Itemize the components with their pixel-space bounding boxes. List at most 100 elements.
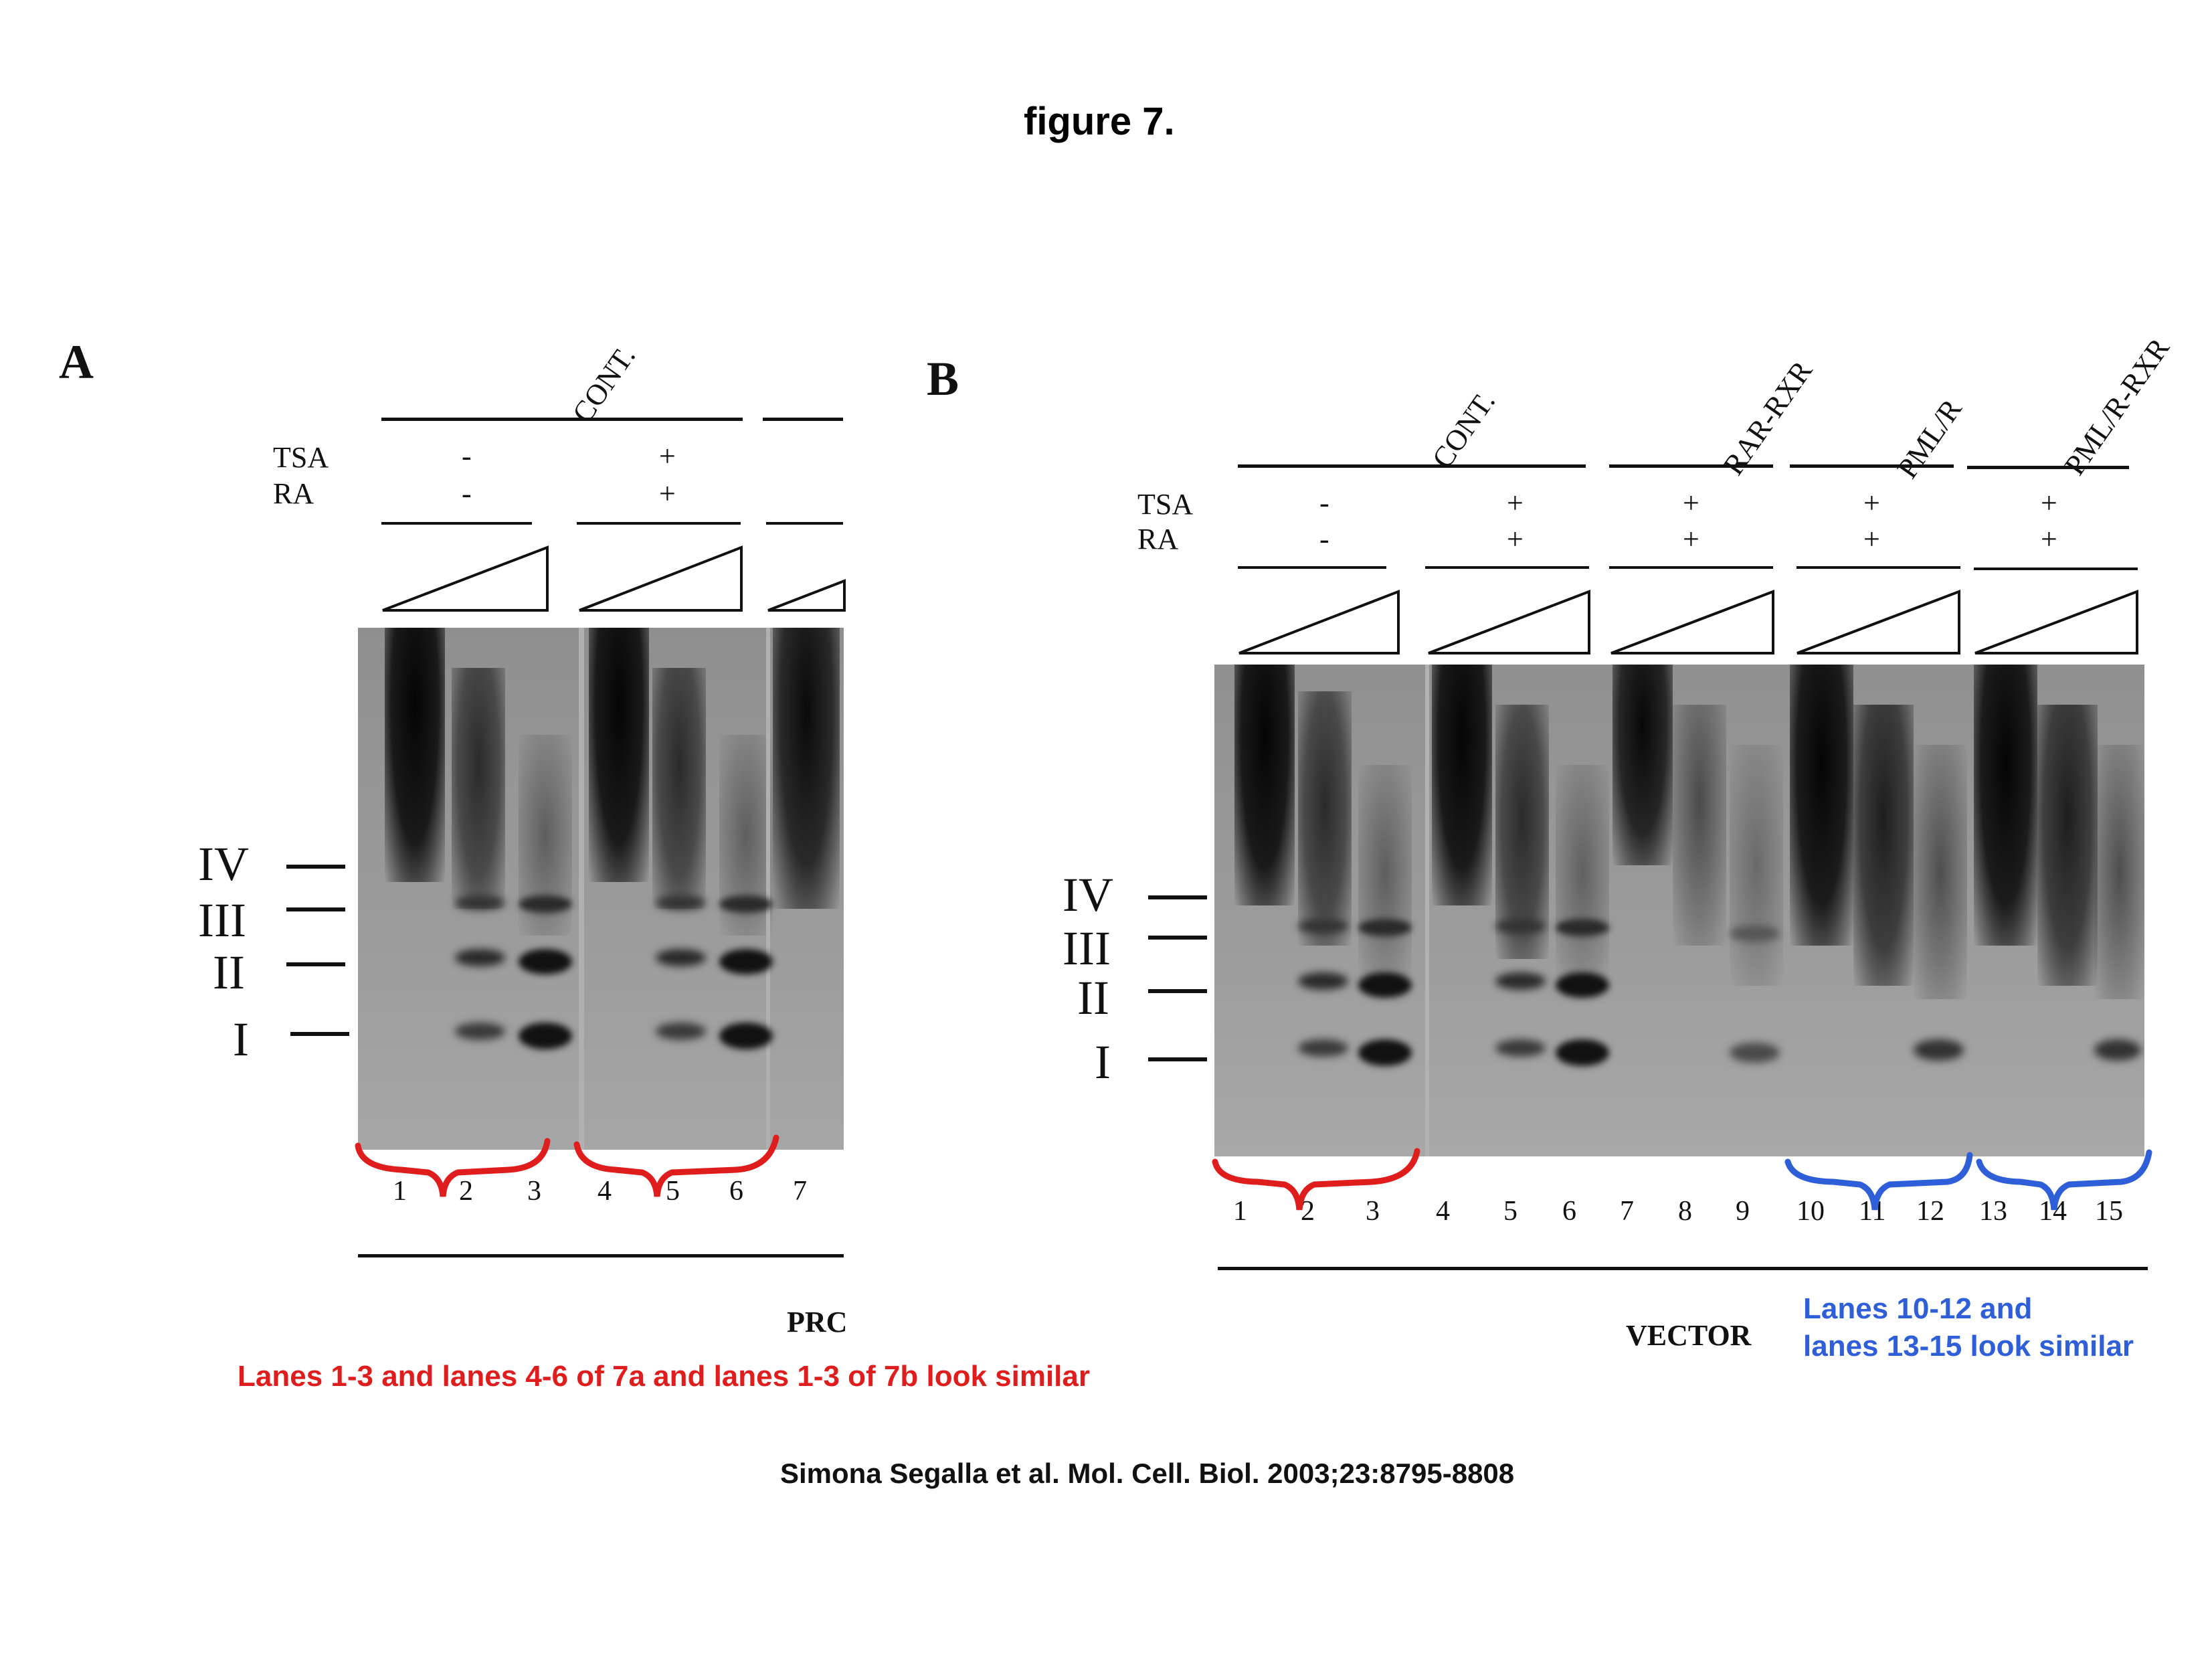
gel-a-band — [455, 895, 505, 910]
panel-b-letter: B — [927, 352, 959, 406]
blue-brace-b-lanes-10-12 — [1784, 1152, 1973, 1211]
gel-b-band — [1914, 1039, 1964, 1061]
gel-b-band — [1298, 972, 1348, 990]
panel-b-band-tick-i — [1148, 1057, 1207, 1061]
panel-b-band-ii: II — [1077, 971, 1109, 1025]
gel-b-lane-5 — [1495, 705, 1549, 959]
gel-b-lane-7 — [1612, 665, 1673, 865]
panel-b-ra-sign: + — [1507, 523, 1524, 555]
panel-a-lane: 2 — [459, 1176, 473, 1207]
gel-b-lane-8 — [1673, 705, 1726, 946]
panel-a-band-ii: II — [213, 946, 245, 999]
gel-a-band — [455, 949, 505, 966]
red-brace-b-lanes-1-3 — [1212, 1148, 1420, 1211]
panel-b-header-line-cont — [1238, 464, 1586, 468]
gel-b-lane-14 — [2037, 705, 2098, 986]
blue-annotation: Lanes 10-12 and lanes 13-15 look similar — [1803, 1290, 2134, 1365]
panel-a-lane: 1 — [393, 1176, 407, 1207]
panel-b-tsa-sign: + — [1863, 487, 1880, 519]
panel-a-lane: 4 — [597, 1176, 612, 1207]
panel-b-footer-line — [1218, 1267, 2148, 1270]
panel-a-lane: 7 — [793, 1176, 807, 1207]
panel-b-lane: 7 — [1620, 1196, 1634, 1227]
gel-b-band — [1495, 1039, 1546, 1057]
panel-a-band-iv: IV — [198, 837, 249, 891]
panel-b-condition-line — [1609, 566, 1773, 569]
panel-b-footer-label: VECTOR — [1626, 1319, 1752, 1352]
panel-a-tsa-sign-2: + — [659, 440, 676, 472]
panel-a-gel — [358, 628, 844, 1150]
gel-b-band — [1298, 1039, 1348, 1057]
gel-a-divider — [579, 628, 584, 1150]
gel-a-band — [719, 895, 773, 913]
panel-b-ra-sign: - — [1319, 523, 1329, 555]
gel-b-lane-12 — [1914, 745, 1967, 999]
panel-a-footer-label: PRC — [787, 1306, 848, 1338]
panel-b-lane: 2 — [1301, 1196, 1315, 1227]
panel-a-ra-sign-1: - — [462, 477, 472, 510]
panel-b-tsa-sign: + — [1507, 487, 1524, 519]
panel-b-wedge-4 — [1796, 590, 1960, 654]
gel-a-lane-4 — [589, 628, 649, 882]
panel-b-lane: 5 — [1503, 1196, 1517, 1227]
gel-a-band — [519, 1023, 572, 1049]
panel-a-lane: 3 — [527, 1176, 541, 1207]
panel-a-condition-line-3 — [766, 522, 843, 525]
gel-b-lane-4 — [1432, 665, 1492, 905]
gel-b-band — [1358, 919, 1412, 936]
gel-a-divider-2 — [766, 628, 770, 1150]
gel-b-lane-15 — [2094, 745, 2144, 999]
panel-a-lane: 5 — [666, 1176, 680, 1207]
panel-a-header-line-2 — [763, 418, 843, 421]
panel-b-wedge-1 — [1238, 590, 1400, 654]
blue-annotation-line-2: lanes 13-15 look similar — [1803, 1330, 2134, 1363]
gel-b-divider — [1425, 665, 1429, 1156]
gel-b-lane-10 — [1790, 665, 1853, 946]
panel-b-band-iv: IV — [1063, 868, 1113, 922]
gel-b-band — [1495, 919, 1546, 934]
panel-a-condition-line-1 — [381, 522, 532, 525]
gel-b-lane-9 — [1730, 745, 1783, 986]
gel-b-lane-3 — [1358, 765, 1412, 979]
panel-a-header-line — [381, 418, 743, 421]
panel-b-ra-sign: + — [1863, 523, 1880, 555]
panel-b-header-line-pmlr-rxr — [1967, 466, 2129, 469]
panel-a-ra-sign-2: + — [659, 477, 676, 510]
panel-b-tsa-sign: + — [2041, 487, 2057, 519]
citation: Simona Segalla et al. Mol. Cell. Biol. 2… — [780, 1458, 1515, 1489]
gel-b-band — [1556, 972, 1609, 998]
gel-b-lane-11 — [1853, 705, 1914, 986]
gel-a-band — [719, 1023, 773, 1049]
panel-a-footer-line — [358, 1254, 844, 1257]
gel-a-lane-7 — [773, 628, 840, 909]
panel-b-tsa-label: TSA — [1137, 488, 1194, 521]
gel-b-lane-2 — [1298, 691, 1352, 946]
gel-b-band — [1730, 1043, 1780, 1063]
red-brace-a-lanes-1-3 — [355, 1138, 551, 1197]
gel-a-lane-2 — [452, 668, 505, 909]
panel-b-ra-sign: + — [1683, 523, 1699, 555]
panel-b-lane: 13 — [1979, 1196, 2007, 1227]
blue-annotation-line-1: Lanes 10-12 and — [1803, 1292, 2033, 1325]
gel-a-band — [656, 949, 706, 966]
gel-b-lane-13 — [1974, 665, 2037, 946]
panel-a-wedge-1 — [382, 545, 549, 612]
panel-b-lane: 1 — [1233, 1196, 1247, 1227]
panel-b-wedge-5 — [1974, 590, 2138, 654]
panel-b-band-iii: III — [1063, 922, 1111, 975]
panel-b-lane: 4 — [1436, 1196, 1450, 1227]
gel-b-band — [2094, 1039, 2141, 1061]
panel-b-header-line-rar — [1609, 464, 1773, 468]
panel-a-band-tick-i — [290, 1032, 349, 1036]
red-brace-a-lanes-4-6 — [573, 1134, 779, 1197]
panel-b-lane: 12 — [1916, 1196, 1944, 1227]
gel-b-lane-1 — [1234, 665, 1295, 905]
panel-a-wedge-2 — [579, 545, 743, 612]
panel-b-band-i: I — [1095, 1035, 1111, 1089]
red-annotation: Lanes 1-3 and lanes 4-6 of 7a and lanes … — [238, 1360, 1091, 1393]
panel-b-wedge-3 — [1610, 590, 1774, 654]
panel-b-tsa-sign: - — [1319, 487, 1329, 519]
